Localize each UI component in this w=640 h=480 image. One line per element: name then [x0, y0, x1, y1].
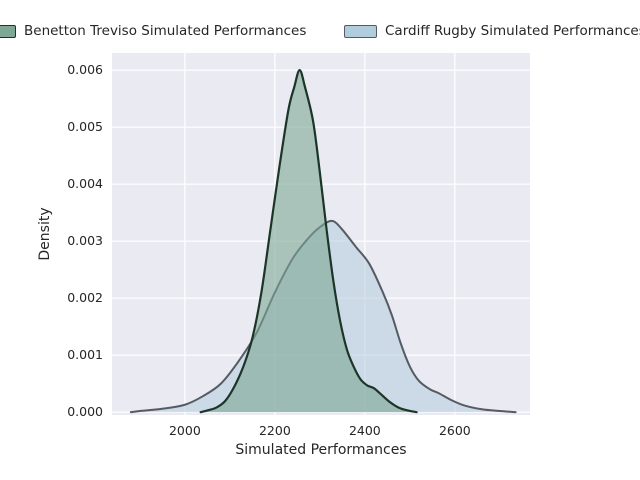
- y-tick-label: 0.002: [67, 290, 103, 306]
- y-tick-label: 0.003: [67, 233, 103, 249]
- x-tick-label: 2400: [348, 423, 381, 438]
- x-tick-label: 2200: [258, 423, 291, 438]
- y-tick-label: 0.001: [67, 347, 103, 363]
- cardiff-legend-label: Cardiff Rugby Simulated Performances: [385, 23, 640, 39]
- legend-item-benetton: Benetton Treviso Simulated Performances: [0, 23, 307, 39]
- x-axis-title: Simulated Performances: [235, 442, 407, 458]
- benetton-legend-swatch: [0, 24, 16, 38]
- benetton-legend-label: Benetton Treviso Simulated Performances: [24, 23, 307, 39]
- kde-line: [129, 219, 517, 414]
- kde-fill: [200, 70, 417, 413]
- legend-item-cardiff: Cardiff Rugby Simulated Performances: [344, 23, 640, 39]
- kde-chart-svg: [112, 53, 530, 415]
- y-tick-label: 0.006: [67, 62, 103, 78]
- x-tick-label: 2000: [168, 423, 201, 438]
- y-tick-label: 0.005: [67, 119, 103, 135]
- plot-area: [112, 53, 530, 415]
- y-tick-label: 0.004: [67, 176, 103, 192]
- kde-line: [199, 69, 418, 414]
- x-tick-label: 2600: [438, 423, 471, 438]
- cardiff-legend-swatch: [344, 24, 377, 38]
- y-tick-label: 0.000: [67, 404, 103, 420]
